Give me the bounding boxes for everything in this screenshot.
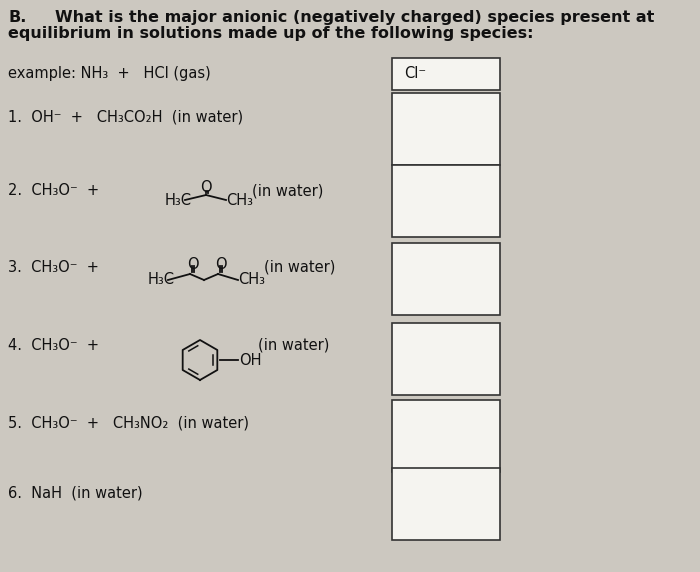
Text: H₃C: H₃C	[165, 193, 192, 208]
Text: What is the major anionic (negatively charged) species present at: What is the major anionic (negatively ch…	[55, 10, 654, 25]
Text: O: O	[200, 180, 211, 195]
Text: (in water): (in water)	[258, 338, 330, 353]
Text: OH: OH	[239, 353, 262, 368]
Text: 5.  CH₃O⁻  +   CH₃NO₂  (in water): 5. CH₃O⁻ + CH₃NO₂ (in water)	[8, 415, 249, 430]
Text: 1.  OH⁻  +   CH₃CO₂H  (in water): 1. OH⁻ + CH₃CO₂H (in water)	[8, 110, 243, 125]
FancyBboxPatch shape	[392, 468, 500, 540]
Text: 3.  CH₃O⁻  +: 3. CH₃O⁻ +	[8, 260, 99, 275]
FancyBboxPatch shape	[392, 58, 500, 90]
FancyBboxPatch shape	[392, 400, 500, 472]
Text: O: O	[187, 257, 199, 272]
FancyBboxPatch shape	[392, 93, 500, 165]
Text: 4.  CH₃O⁻  +: 4. CH₃O⁻ +	[8, 338, 99, 353]
Text: B.: B.	[8, 10, 27, 25]
Text: 2.  CH₃O⁻  +: 2. CH₃O⁻ +	[8, 183, 99, 198]
Text: example: NH₃  +   HCl (gas): example: NH₃ + HCl (gas)	[8, 66, 211, 81]
FancyBboxPatch shape	[392, 323, 500, 395]
FancyBboxPatch shape	[392, 243, 500, 315]
Text: O: O	[215, 257, 227, 272]
FancyBboxPatch shape	[392, 165, 500, 237]
Text: CH₃: CH₃	[238, 272, 265, 287]
Text: (in water): (in water)	[264, 260, 335, 275]
Text: equilibrium in solutions made up of the following species:: equilibrium in solutions made up of the …	[8, 26, 533, 41]
Text: 6.  NaH  (in water): 6. NaH (in water)	[8, 485, 143, 500]
Text: (in water): (in water)	[252, 183, 323, 198]
Text: H₃C: H₃C	[148, 272, 175, 287]
Text: Cl⁻: Cl⁻	[404, 66, 426, 81]
Text: CH₃: CH₃	[226, 193, 253, 208]
